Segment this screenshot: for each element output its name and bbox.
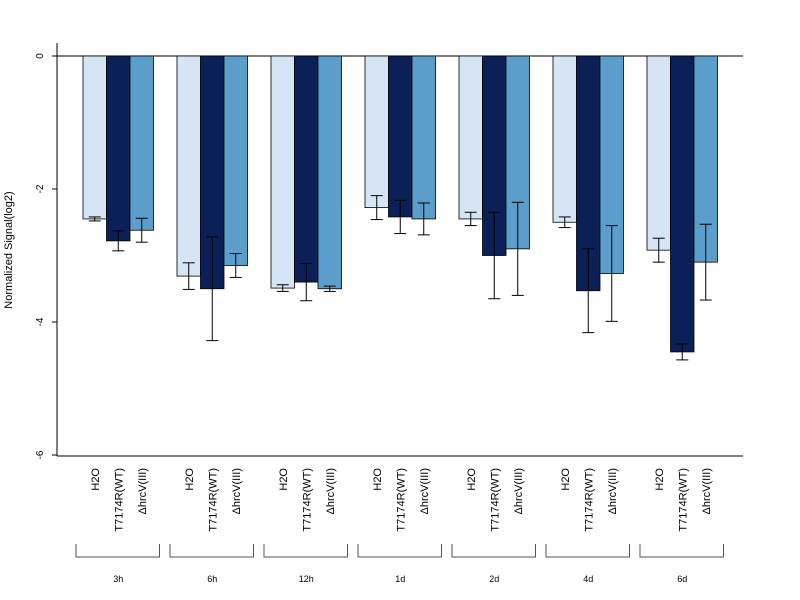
y-axis-title: Normalized Signal(log2)	[3, 191, 15, 308]
bar	[552, 55, 577, 223]
bar-label: T7174R(WT)	[301, 468, 313, 532]
x-labels-layer: H2O T7174R(WT) ΔhrcV(III) 3h H2O T7174R(WT) Δh…	[75, 468, 724, 584]
bar	[294, 55, 319, 283]
bar-label: ΔhrcV(III)	[419, 468, 431, 514]
bar	[670, 55, 695, 353]
y-ticks: 0 -2 -4 -6	[35, 53, 57, 459]
group-bracket	[451, 544, 536, 558]
bar	[129, 55, 154, 231]
bar-label: H2O	[654, 468, 666, 491]
bars-layer	[82, 55, 718, 361]
bar-label: H2O	[90, 468, 102, 491]
bar-label: T7174R(WT)	[113, 468, 125, 532]
bar	[317, 55, 342, 290]
bar	[106, 55, 131, 242]
group-label: 6h	[207, 574, 217, 584]
bar	[388, 55, 413, 218]
bar-label: T7174R(WT)	[583, 468, 595, 532]
bar	[646, 55, 671, 251]
group-label: 6d	[677, 574, 687, 584]
bar	[411, 55, 436, 220]
y-tick-label: -2	[35, 184, 46, 193]
bar-label: ΔhrcV(III)	[513, 468, 525, 514]
group-label: 12h	[299, 574, 314, 584]
bar-label: ΔhrcV(III)	[701, 468, 713, 514]
bar-label: ΔhrcV(III)	[607, 468, 619, 514]
group-label: 4d	[583, 574, 593, 584]
bar	[82, 55, 107, 220]
group-bracket	[545, 544, 630, 558]
group-bracket	[75, 544, 160, 558]
y-tick-label: -4	[35, 317, 46, 326]
group-bracket	[263, 544, 348, 558]
group-label: 1d	[395, 574, 405, 584]
bar-label: H2O	[278, 468, 290, 491]
bar-label: ΔhrcV(III)	[325, 468, 337, 514]
bar	[223, 55, 248, 266]
group-label: 2d	[489, 574, 499, 584]
bar-label: T7174R(WT)	[207, 468, 219, 532]
bar-label: H2O	[184, 468, 196, 491]
bar-label: T7174R(WT)	[677, 468, 689, 532]
group-label: 3h	[113, 574, 123, 584]
bar	[176, 55, 201, 277]
bar-label: ΔhrcV(III)	[231, 468, 243, 514]
bar-label: T7174R(WT)	[489, 468, 501, 532]
group-bracket	[639, 544, 724, 558]
bar-label: H2O	[560, 468, 572, 491]
group-bracket	[357, 544, 442, 558]
bar-label: H2O	[372, 468, 384, 491]
bar-label: ΔhrcV(III)	[137, 468, 149, 514]
y-tick-label: -6	[35, 450, 46, 459]
bar-label: T7174R(WT)	[395, 468, 407, 532]
bar-label: H2O	[466, 468, 478, 491]
bar	[364, 55, 389, 209]
y-tick-label: 0	[35, 53, 46, 59]
group-bracket	[169, 544, 254, 558]
bar	[458, 55, 483, 220]
bar	[270, 55, 295, 289]
